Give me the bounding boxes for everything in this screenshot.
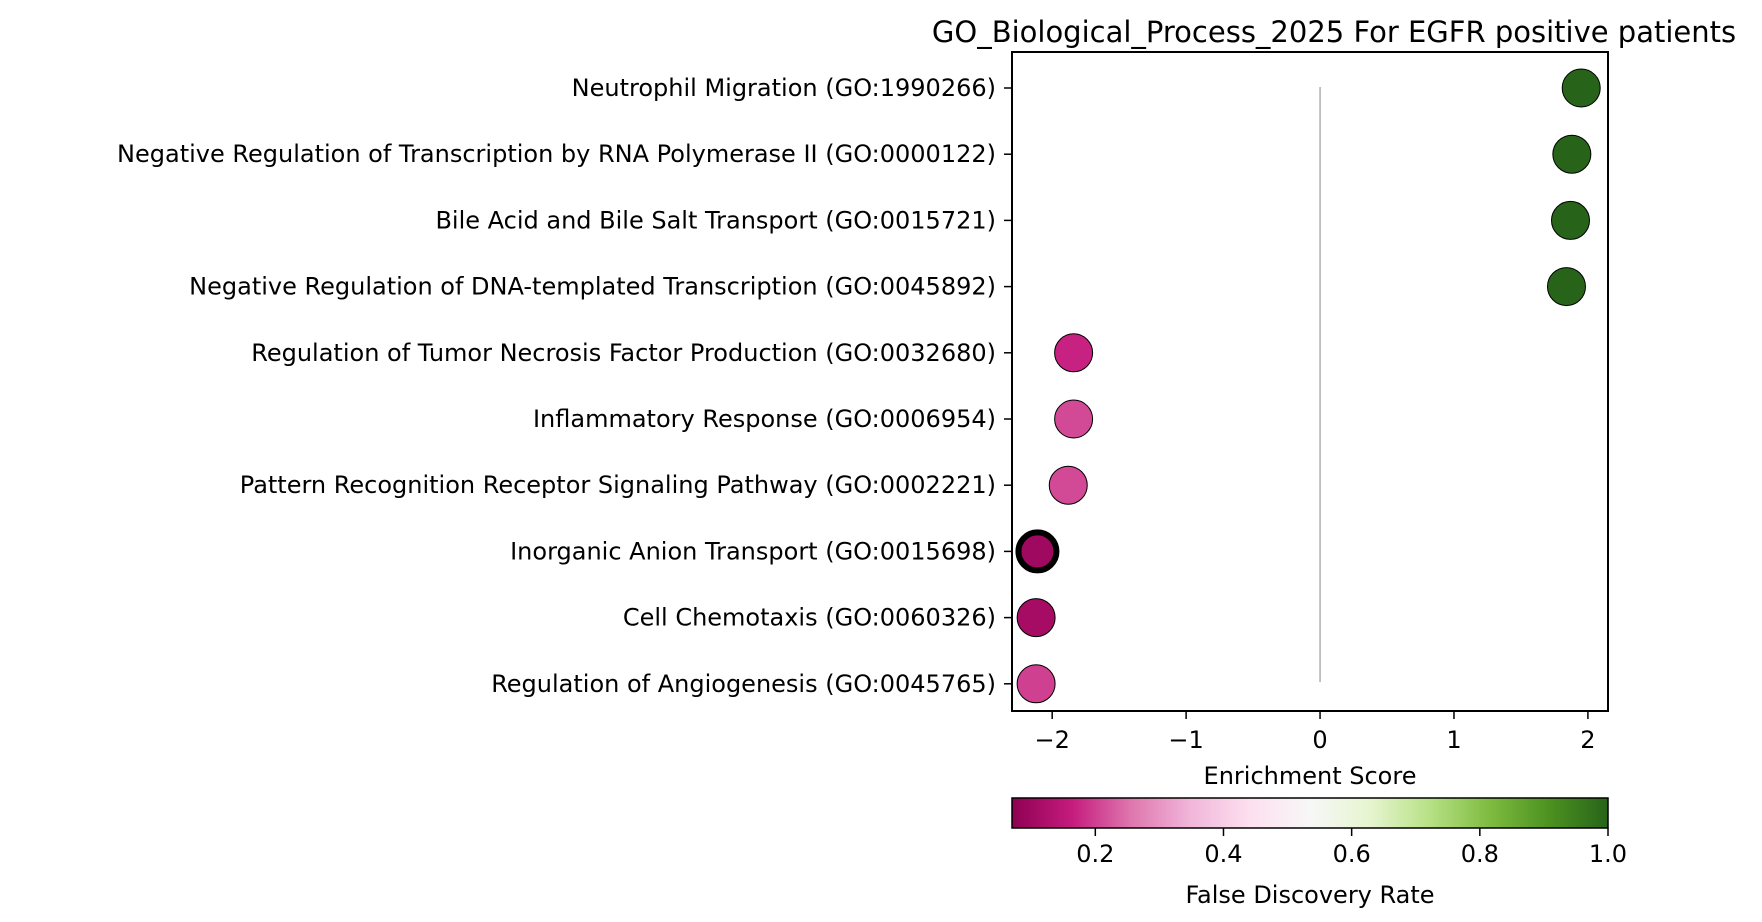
y-tick-label: Inflammatory Response (GO:0006954) xyxy=(533,405,996,433)
y-tick-label: Inorganic Anion Transport (GO:0015698) xyxy=(510,537,996,565)
data-point xyxy=(1016,598,1056,638)
colorbar-tick-label: 0.4 xyxy=(1204,840,1242,868)
y-tick-label: Negative Regulation of DNA-templated Tra… xyxy=(189,273,996,301)
y-tick-label: Regulation of Tumor Necrosis Factor Prod… xyxy=(251,339,996,367)
colorbar-label: False Discovery Rate xyxy=(1185,881,1434,909)
colorbar-tick-label: 0.2 xyxy=(1076,840,1114,868)
plot-frame xyxy=(1011,51,1609,712)
colorbar-tick-label: 1.0 xyxy=(1589,840,1627,868)
data-point xyxy=(1546,267,1586,307)
x-tick-label: 0 xyxy=(1312,726,1327,754)
colorbar: 0.2 0.4 0.6 0.8 1.0 xyxy=(1011,797,1627,868)
data-point xyxy=(1016,664,1056,704)
x-tick-label: 2 xyxy=(1580,726,1595,754)
y-tick-label: Cell Chemotaxis (GO:0060326) xyxy=(623,604,996,632)
data-point xyxy=(1561,68,1601,108)
colorbar-tick-label: 0.6 xyxy=(1333,840,1371,868)
x-tick-label: −2 xyxy=(1034,726,1069,754)
colorbar-tick-label: 0.8 xyxy=(1461,840,1499,868)
data-point xyxy=(1552,134,1592,174)
data-point xyxy=(1015,529,1060,574)
x-tick-label: −1 xyxy=(1168,726,1203,754)
y-tick-label: Bile Acid and Bile Salt Transport (GO:00… xyxy=(435,206,996,234)
data-point xyxy=(1054,399,1094,439)
data-point xyxy=(1048,465,1088,505)
x-tick-label: 1 xyxy=(1446,726,1461,754)
y-tick-label: Pattern Recognition Receptor Signaling P… xyxy=(240,471,996,499)
colorbar-gradient xyxy=(1011,797,1609,829)
chart-title: GO_Biological_Process_2025 For EGFR posi… xyxy=(932,15,1736,49)
data-point xyxy=(1054,333,1094,373)
x-axis-label: Enrichment Score xyxy=(1204,762,1417,790)
y-tick-label: Negative Regulation of Transcription by … xyxy=(117,140,996,168)
y-tick-label: Neutrophil Migration (GO:1990266) xyxy=(572,74,996,102)
data-point xyxy=(1550,200,1590,240)
y-tick-label: Regulation of Angiogenesis (GO:0045765) xyxy=(491,670,996,698)
plot-area: Neutrophil Migration (GO:1990266) Negativ… xyxy=(117,68,1601,754)
